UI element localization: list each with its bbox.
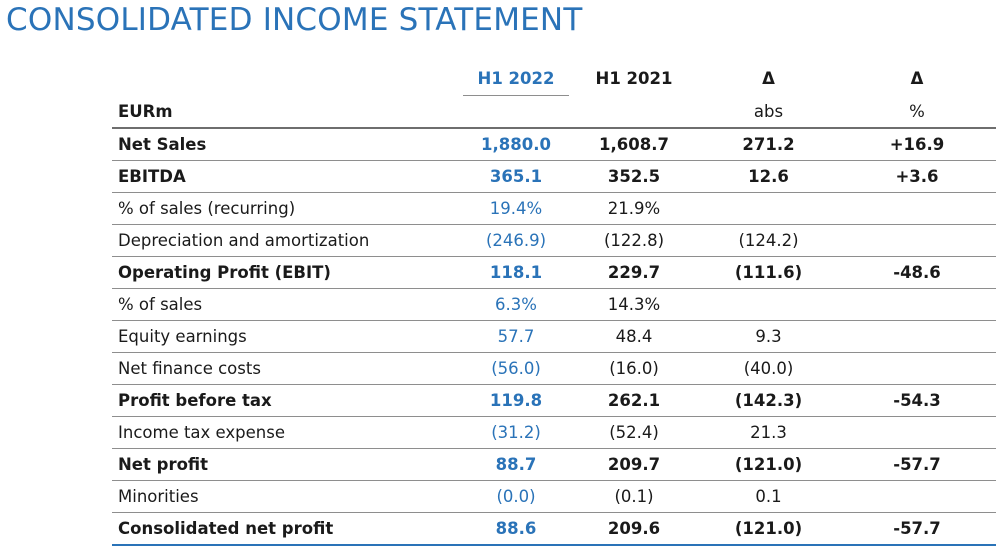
table-row: Minorities (0.0) (0.1) 0.1 bbox=[112, 480, 996, 513]
cell-delta-abs bbox=[699, 192, 838, 225]
table-row: Income tax expense (31.2) (52.4) 21.3 bbox=[112, 416, 996, 449]
cell-delta-abs: (121.0) bbox=[699, 448, 838, 481]
table-row: Net finance costs (56.0) (16.0) (40.0) bbox=[112, 352, 996, 385]
table-row: % of sales (recurring) 19.4% 21.9% bbox=[112, 192, 996, 225]
header-delta-abs: Δ bbox=[762, 69, 775, 89]
cell-h1-2021: (0.1) bbox=[569, 480, 699, 513]
row-label: Net finance costs bbox=[112, 352, 463, 385]
cell-h1-2022: 1,880.0 bbox=[463, 128, 569, 161]
cell-h1-2022: 119.8 bbox=[463, 384, 569, 417]
table-row: Operating Profit (EBIT) 118.1 229.7 (111.6)… bbox=[112, 256, 996, 289]
row-label: Depreciation and amortization bbox=[112, 224, 463, 257]
cell-h1-2021: (16.0) bbox=[569, 352, 699, 385]
table-row: Net profit 88.7 209.7 (121.0) -57.7 bbox=[112, 448, 996, 481]
cell-delta-abs: 21.3 bbox=[699, 416, 838, 449]
cell-delta-abs: 12.6 bbox=[699, 160, 838, 193]
cell-h1-2021: 48.4 bbox=[569, 320, 699, 353]
cell-delta-pct bbox=[838, 192, 996, 225]
cell-h1-2022: 6.3% bbox=[463, 288, 569, 321]
header-blank bbox=[112, 62, 463, 96]
income-statement-table: H1 2022 H1 2021 Δ Δ EURm abs % Net Sales… bbox=[112, 62, 996, 546]
cell-h1-2022: 88.7 bbox=[463, 448, 569, 481]
header-row: H1 2022 H1 2021 Δ Δ bbox=[112, 62, 996, 96]
unit-blank-1 bbox=[463, 95, 569, 129]
cell-h1-2021: 21.9% bbox=[569, 192, 699, 225]
page-title: CONSOLIDATED INCOME STATEMENT bbox=[6, 2, 583, 38]
cell-delta-abs: 0.1 bbox=[699, 480, 838, 513]
table-row: Equity earnings 57.7 48.4 9.3 bbox=[112, 320, 996, 353]
unit-currency: EURm bbox=[112, 95, 463, 129]
row-label: EBITDA bbox=[112, 160, 463, 193]
cell-delta-pct bbox=[838, 224, 996, 257]
unit-row: EURm abs % bbox=[112, 95, 996, 129]
cell-h1-2021: 262.1 bbox=[569, 384, 699, 417]
cell-delta-pct bbox=[838, 352, 996, 385]
cell-h1-2022: (0.0) bbox=[463, 480, 569, 513]
row-label: Net profit bbox=[112, 448, 463, 481]
cell-h1-2021: 1,608.7 bbox=[569, 128, 699, 161]
row-label: Net Sales bbox=[112, 128, 463, 161]
cell-delta-pct bbox=[838, 320, 996, 353]
cell-h1-2022: (56.0) bbox=[463, 352, 569, 385]
table-row: Profit before tax 119.8 262.1 (142.3) -54.3 bbox=[112, 384, 996, 417]
cell-delta-pct: +16.9 bbox=[838, 128, 996, 161]
cell-delta-abs: 9.3 bbox=[699, 320, 838, 353]
unit-pct: % bbox=[838, 95, 996, 129]
cell-h1-2021: 209.7 bbox=[569, 448, 699, 481]
table-row: Depreciation and amortization (246.9) (122… bbox=[112, 224, 996, 257]
row-label: Operating Profit (EBIT) bbox=[112, 256, 463, 289]
table-row: Net Sales 1,880.0 1,608.7 271.2 +16.9 bbox=[112, 128, 996, 161]
cell-delta-abs: (142.3) bbox=[699, 384, 838, 417]
cell-delta-abs: (121.0) bbox=[699, 512, 838, 546]
cell-h1-2022: 57.7 bbox=[463, 320, 569, 353]
cell-h1-2021: 352.5 bbox=[569, 160, 699, 193]
row-label: Minorities bbox=[112, 480, 463, 513]
table-row: EBITDA 365.1 352.5 12.6 +3.6 bbox=[112, 160, 996, 193]
cell-delta-pct bbox=[838, 480, 996, 513]
header-delta-pct: Δ bbox=[910, 69, 924, 89]
cell-h1-2021: 14.3% bbox=[569, 288, 699, 321]
table-row: Consolidated net profit 88.6 209.6 (121.0) -… bbox=[112, 512, 996, 546]
cell-delta-pct: -57.7 bbox=[838, 448, 996, 481]
row-label: % of sales (recurring) bbox=[112, 192, 463, 225]
unit-blank-2 bbox=[569, 95, 699, 129]
cell-h1-2021: (122.8) bbox=[569, 224, 699, 257]
cell-delta-pct bbox=[838, 416, 996, 449]
cell-delta-abs: (124.2) bbox=[699, 224, 838, 257]
header-h1-2021: H1 2021 bbox=[595, 69, 673, 89]
cell-h1-2022: 88.6 bbox=[463, 512, 569, 546]
row-label: Consolidated net profit bbox=[112, 512, 463, 546]
cell-delta-pct: -54.3 bbox=[838, 384, 996, 417]
table-row: % of sales 6.3% 14.3% bbox=[112, 288, 996, 321]
cell-delta-abs: 271.2 bbox=[699, 128, 838, 161]
header-h1-2022: H1 2022 bbox=[463, 62, 569, 96]
cell-delta-pct bbox=[838, 288, 996, 321]
cell-h1-2022: 19.4% bbox=[463, 192, 569, 225]
row-label: % of sales bbox=[112, 288, 463, 321]
row-label: Income tax expense bbox=[112, 416, 463, 449]
cell-delta-pct: -48.6 bbox=[838, 256, 996, 289]
cell-h1-2022: (31.2) bbox=[463, 416, 569, 449]
cell-h1-2022: 118.1 bbox=[463, 256, 569, 289]
cell-h1-2022: (246.9) bbox=[463, 224, 569, 257]
row-label: Equity earnings bbox=[112, 320, 463, 353]
cell-delta-abs: (111.6) bbox=[699, 256, 838, 289]
cell-delta-pct: +3.6 bbox=[838, 160, 996, 193]
cell-h1-2021: (52.4) bbox=[569, 416, 699, 449]
cell-delta-abs: (40.0) bbox=[699, 352, 838, 385]
cell-h1-2021: 209.6 bbox=[569, 512, 699, 546]
unit-abs: abs bbox=[699, 95, 838, 129]
cell-delta-abs bbox=[699, 288, 838, 321]
cell-h1-2022: 365.1 bbox=[463, 160, 569, 193]
row-label: Profit before tax bbox=[112, 384, 463, 417]
cell-delta-pct: -57.7 bbox=[838, 512, 996, 546]
cell-h1-2021: 229.7 bbox=[569, 256, 699, 289]
